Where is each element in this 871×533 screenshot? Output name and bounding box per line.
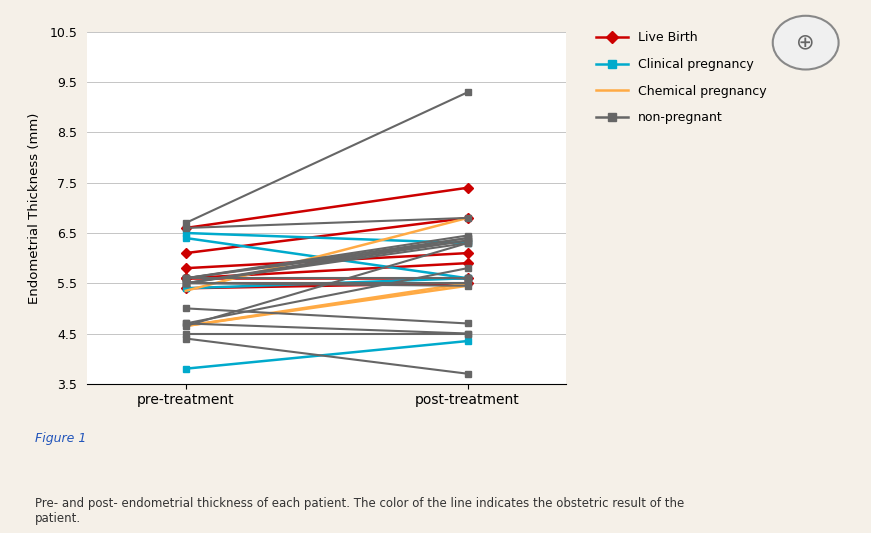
Text: ⊕: ⊕ (796, 33, 815, 53)
Text: Figure 1: Figure 1 (35, 432, 86, 446)
Legend: Live Birth, Clinical pregnancy, Chemical pregnancy, non-pregnant: Live Birth, Clinical pregnancy, Chemical… (597, 31, 766, 124)
Circle shape (773, 16, 839, 69)
Y-axis label: Endometrial Thickness (mm): Endometrial Thickness (mm) (28, 112, 41, 304)
Text: Pre- and post- endometrial thickness of each patient. The color of the line indi: Pre- and post- endometrial thickness of … (35, 497, 684, 526)
